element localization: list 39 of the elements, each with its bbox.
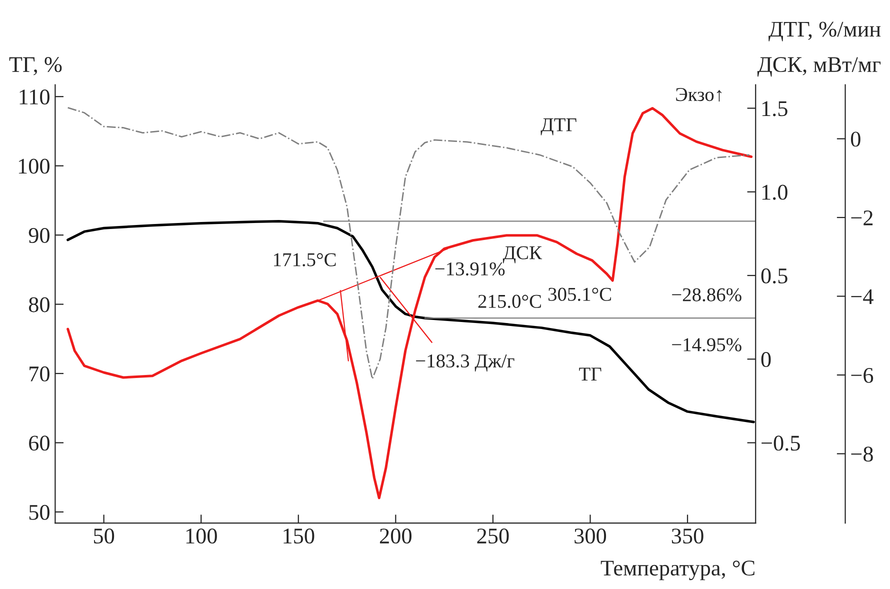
y2-tick-label: 0.5 (761, 268, 788, 284)
annotation: 305.1°C (548, 288, 611, 301)
annotation: ТГ (579, 368, 602, 380)
y-tick-label: 50 (29, 504, 50, 520)
x-tick-label: 200 (380, 528, 412, 544)
annotation: 171.5°C (274, 253, 336, 266)
annotation: Экзо↑ (676, 88, 722, 102)
y-tick-label: 80 (28, 297, 50, 312)
y3-tick-label: −4 (851, 289, 874, 304)
y3-axis-title: ДТГ, %/мин (768, 22, 881, 42)
annotation: −13.91% (435, 262, 505, 276)
x-axis-title: Температура, °C (600, 560, 754, 580)
x-tick-label: 250 (477, 528, 509, 544)
y3-tick-label: −2 (851, 210, 873, 226)
y-axis-title: ТГ, % (9, 57, 62, 76)
y2-tick-label: 1.0 (762, 184, 788, 200)
x-tick-label: 50 (94, 528, 114, 544)
y3-tick-label: −8 (851, 446, 873, 462)
annotation: −183.3 Дж/г (416, 354, 514, 372)
y3-tick-label: −6 (851, 368, 874, 383)
annotation: −28.86% (672, 288, 742, 302)
annotation: ДСК (502, 246, 542, 264)
y2-axis-title: ДСК, мВт/мг (757, 57, 881, 77)
annotation: −14.95% (672, 338, 742, 352)
x-tick-label: 350 (672, 528, 704, 544)
y-tick-label: 110 (20, 90, 50, 105)
y-tick-label: 100 (18, 158, 50, 174)
x-tick-label: 150 (284, 528, 314, 544)
x-tick-label: 100 (186, 528, 217, 544)
annotation: ДТГ (540, 118, 576, 136)
y-tick-label: 70 (30, 366, 50, 382)
y2-tick-label: 1.5 (762, 101, 788, 116)
annotation: 215.0°C (478, 294, 541, 308)
y2-tick-label: 0 (761, 352, 771, 368)
x-tick-label: 300 (574, 528, 606, 544)
y-tick-label: 90 (28, 228, 50, 243)
y-tick-label: 60 (29, 436, 50, 451)
y3-tick-label: 0 (850, 132, 860, 147)
y2-tick-label: −0.5 (762, 436, 800, 451)
